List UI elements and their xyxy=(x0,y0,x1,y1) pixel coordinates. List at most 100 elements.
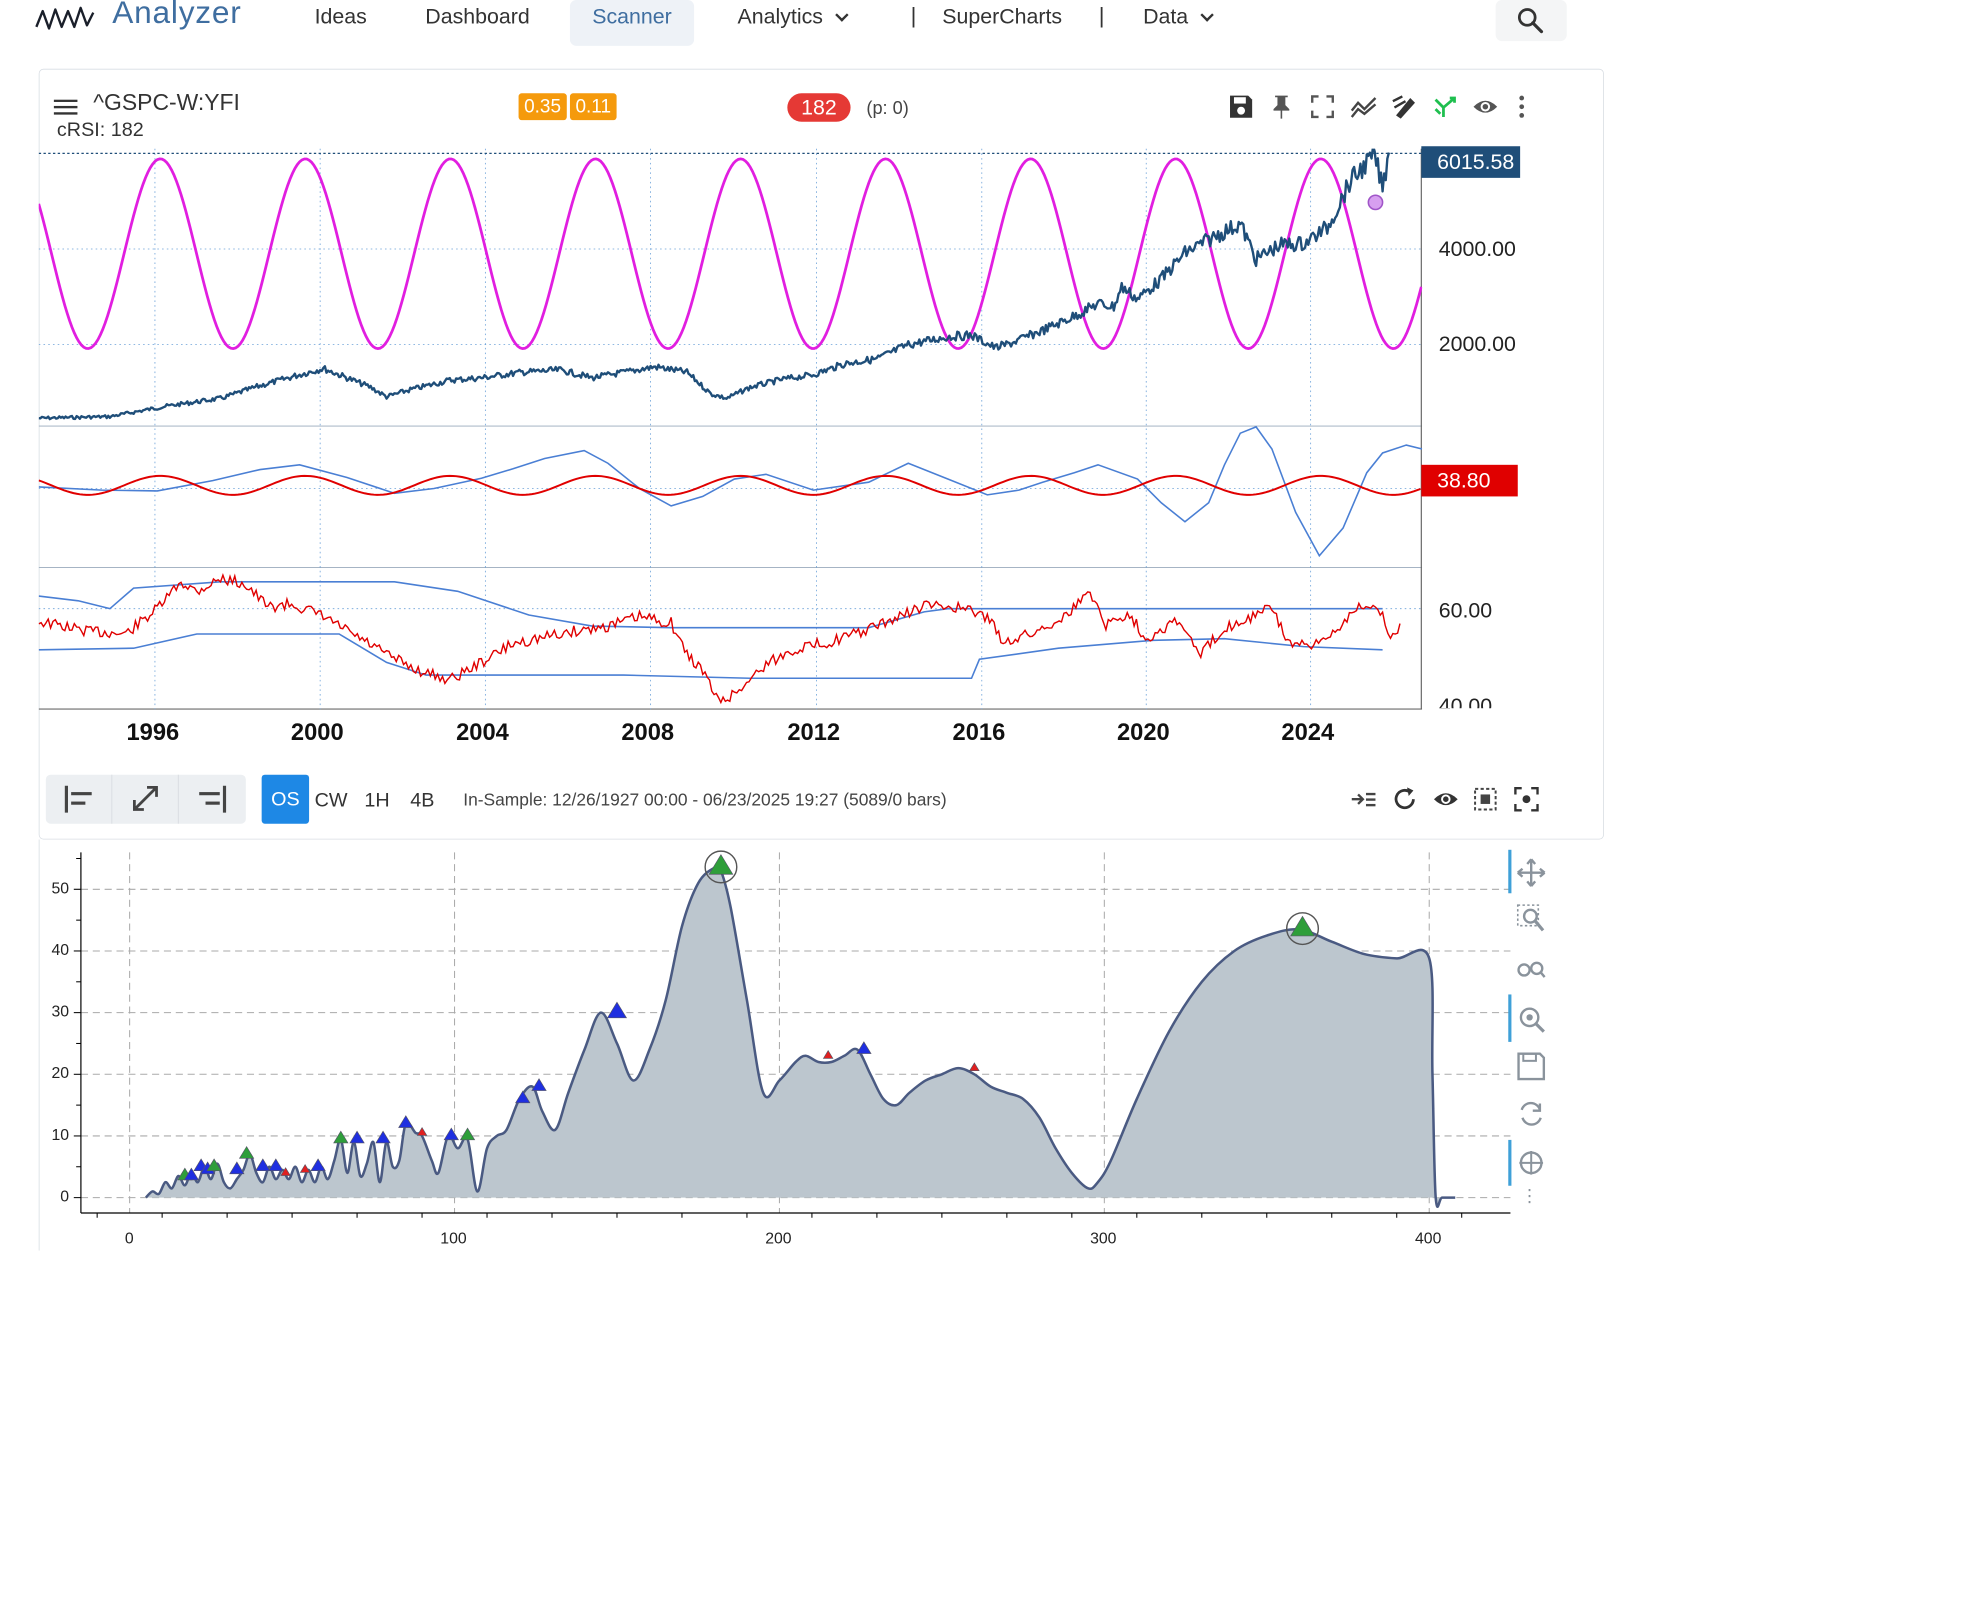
fullscreen-icon[interactable] xyxy=(1309,93,1336,120)
menu-icon[interactable] xyxy=(53,99,78,116)
nav-analytics[interactable]: Analytics xyxy=(738,5,849,30)
cycle-marker-green[interactable] xyxy=(708,854,734,875)
pin-icon[interactable] xyxy=(1268,93,1295,120)
save-icon[interactable] xyxy=(1228,93,1255,120)
tab-1h[interactable]: 1H xyxy=(364,788,390,812)
cycle-marker-blue[interactable] xyxy=(255,1158,271,1172)
nav-data-label: Data xyxy=(1143,4,1189,29)
fit-left-button[interactable] xyxy=(46,774,113,824)
cycle-marker-red[interactable] xyxy=(299,1164,311,1173)
nav-separator: | xyxy=(1098,3,1105,28)
cycle-marker-green[interactable] xyxy=(238,1146,255,1159)
x-tick-label: 0 xyxy=(124,1230,134,1248)
signal-fork-icon[interactable] xyxy=(1432,93,1459,120)
nav-scanner[interactable]: Scanner xyxy=(569,0,695,46)
price-axis-label: 4000.00 xyxy=(1438,237,1516,261)
cycle-marker-blue[interactable] xyxy=(443,1127,459,1141)
side-active-bar xyxy=(1508,849,1512,894)
rsi-axis-label: 60.00 xyxy=(1438,598,1493,623)
selected-cycle-ring[interactable] xyxy=(704,850,738,884)
year-label: 2000 xyxy=(290,719,344,746)
visibility-icon[interactable] xyxy=(1472,93,1499,120)
box-zoom-icon[interactable] xyxy=(1516,904,1546,934)
cycle-marker-red[interactable] xyxy=(822,1049,834,1059)
nav-separator: | xyxy=(910,3,917,28)
select-area-icon[interactable] xyxy=(1472,786,1499,813)
y-tick-label: 0 xyxy=(60,1188,70,1206)
cycle-length-badge: 182 xyxy=(787,93,851,122)
align-left-icon xyxy=(64,785,92,813)
year-label: 2016 xyxy=(952,719,1006,746)
cycle-marker-blue[interactable] xyxy=(531,1078,547,1091)
side-active-bar xyxy=(1508,1139,1512,1186)
year-label: 2020 xyxy=(1116,719,1170,746)
cycle-marker-blue[interactable] xyxy=(398,1115,414,1128)
x-tick-label: 100 xyxy=(440,1230,467,1248)
tab-4b[interactable]: 4B xyxy=(410,788,435,812)
price-line xyxy=(38,148,1391,421)
selected-cycle-ring[interactable] xyxy=(1285,912,1320,946)
y-tick-label: 20 xyxy=(51,1064,70,1083)
save-plot-icon[interactable] xyxy=(1516,1051,1546,1081)
symbol-title[interactable]: ^GSPC-W:YFI xyxy=(93,90,240,116)
rsi-upper-band xyxy=(38,581,1383,629)
cycle-marker-red[interactable] xyxy=(969,1062,980,1072)
cycle-marker-blue[interactable] xyxy=(349,1130,365,1144)
search-icon xyxy=(1517,8,1544,34)
cycle-marker-red[interactable] xyxy=(416,1127,428,1136)
cycle-marker-red[interactable] xyxy=(280,1167,291,1176)
more-tools-icon[interactable]: ⋮ xyxy=(1520,1185,1539,1206)
visibility-icon[interactable] xyxy=(1432,786,1459,813)
brand-wave-icon[interactable] xyxy=(35,3,95,35)
cycle-spectrum-chart[interactable] xyxy=(0,840,1518,1235)
phase-label: (p: 0) xyxy=(866,97,909,118)
zoom-reset-icon[interactable] xyxy=(1516,1004,1546,1034)
spectrum-area xyxy=(145,865,1456,1207)
badge-value-2: 0.11 xyxy=(569,93,617,121)
expand-button[interactable] xyxy=(112,774,179,824)
screenshot-icon[interactable] xyxy=(1513,786,1540,813)
cycle-marker-blue[interactable] xyxy=(515,1090,531,1104)
pan-icon[interactable] xyxy=(1516,858,1546,888)
draw-tools-icon[interactable] xyxy=(1391,93,1418,120)
cycle-marker-green[interactable] xyxy=(333,1130,349,1144)
cycle-marker-blue[interactable] xyxy=(268,1158,284,1172)
crosshair-icon[interactable] xyxy=(1516,1148,1546,1178)
in-sample-range: In-Sample: 12/26/1927 00:00 - 06/23/2025… xyxy=(463,789,947,810)
compare-trend-icon[interactable] xyxy=(1350,93,1377,120)
rsi-lower-band xyxy=(38,633,1383,680)
fit-right-button[interactable] xyxy=(179,775,245,824)
oscillator-red-line xyxy=(38,474,1421,496)
cycle-marker-green[interactable] xyxy=(206,1158,222,1172)
crsi-line xyxy=(38,573,1401,705)
cycle-marker-blue[interactable] xyxy=(310,1158,326,1172)
price-chart[interactable] xyxy=(38,148,1423,710)
wheel-zoom-icon[interactable] xyxy=(1516,955,1546,985)
cycle-marker-blue[interactable] xyxy=(375,1130,391,1144)
tab-os[interactable]: OS xyxy=(261,774,310,824)
nav-dashboard[interactable]: Dashboard xyxy=(425,4,530,29)
cycle-marker-blue[interactable] xyxy=(183,1167,200,1181)
refresh-icon[interactable] xyxy=(1391,786,1418,813)
indent-icon[interactable] xyxy=(1350,786,1377,813)
rsi-axis-label: 40.00 xyxy=(1438,694,1493,709)
cycle-marker-green[interactable] xyxy=(459,1127,476,1141)
x-tick-label: 400 xyxy=(1414,1230,1442,1248)
brand-name[interactable]: Analyzer xyxy=(112,0,242,31)
spectrum-line xyxy=(144,864,1456,1208)
chevron-down-icon xyxy=(835,8,849,22)
year-label: 2008 xyxy=(621,719,675,746)
nav-supercharts[interactable]: SuperCharts xyxy=(942,4,1063,29)
search-button[interactable] xyxy=(1495,0,1567,42)
cycle-marker-green[interactable] xyxy=(1290,915,1315,937)
tab-cw[interactable]: CW xyxy=(314,788,348,812)
y-tick-label: 40 xyxy=(51,941,70,959)
more-vertical-icon[interactable] xyxy=(1516,93,1527,120)
reset-icon[interactable] xyxy=(1516,1099,1546,1129)
cycle-marker-blue[interactable] xyxy=(856,1041,872,1054)
nav-ideas[interactable]: Ideas xyxy=(314,4,367,29)
cycle-marker-blue[interactable] xyxy=(229,1161,245,1175)
dominant-cycle-line xyxy=(38,157,1423,351)
cycle-marker-blue[interactable] xyxy=(606,1001,628,1019)
nav-data[interactable]: Data xyxy=(1143,4,1214,30)
